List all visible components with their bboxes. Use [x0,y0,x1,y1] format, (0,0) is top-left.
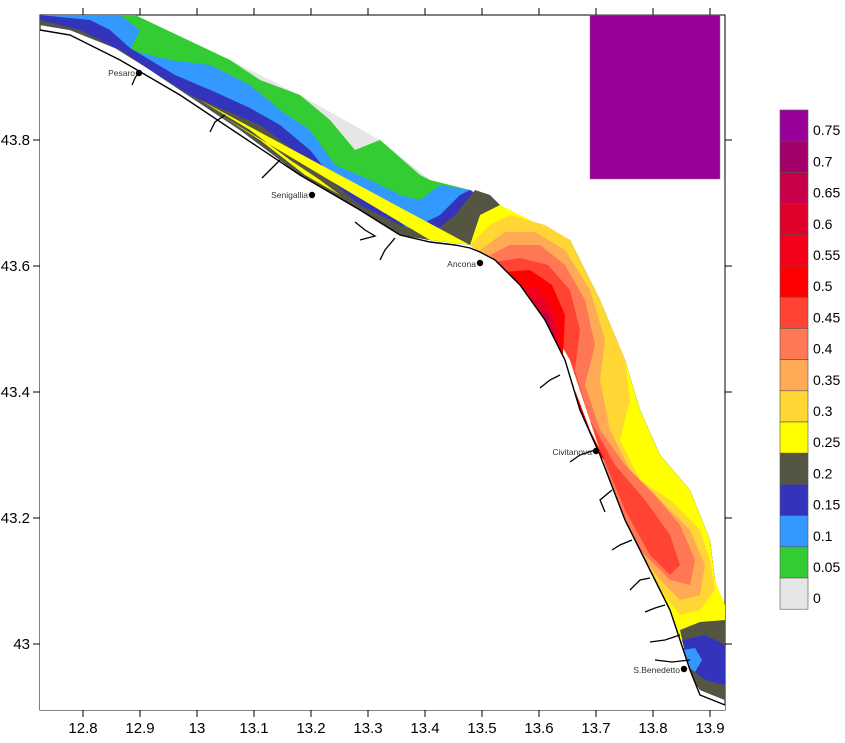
legend-label: 0.4 [813,341,833,357]
city-dot-pesaro [135,69,143,77]
city-label-sbenedetto: S.Benedetto [633,665,680,675]
city-label-pesaro: Pesaro [108,68,135,78]
legend-swatch [779,452,809,485]
legend-label: 0 [813,590,821,606]
band-south-blue [682,635,725,685]
y-tick-label: 43.4 [1,384,30,401]
legend-label: 0.6 [813,216,833,232]
legend-swatch [779,359,809,392]
y-tick-label: 43.2 [1,510,30,527]
city-label-ancona: Ancona [447,259,476,269]
city-markers: Pesaro Senigallia Ancona Civitanova S.Be… [108,68,688,675]
legend-label: 0.5 [813,278,833,294]
x-tick-label: 13.6 [524,720,553,737]
x-tick-label: 12.8 [68,720,97,737]
legend-label: 0.15 [813,497,840,513]
color-legend: 0.75 0.7 0.65 0.6 0.55 0.5 0.45 0.4 0.35 0.3 0.25 0… [779,109,840,610]
legend-label: 0.45 [813,309,840,325]
rivers [131,69,691,663]
legend-swatch [779,172,809,204]
city-dot-senigallia [308,191,316,199]
legend-swatch [779,328,809,360]
legend-swatch [779,421,809,454]
y-tick-label: 43.8 [1,132,30,149]
legend-label: 0.75 [813,122,840,138]
band-045 [495,258,680,575]
x-tick-label: 13 [189,720,206,737]
x-tick-label: 13.2 [296,720,325,737]
legend-label: 0.3 [813,403,833,419]
legend-swatch [779,109,809,142]
legend-swatch [779,265,809,298]
legend-swatch [779,234,809,267]
legend-label: 0.35 [813,372,840,388]
legend-label: 0.7 [813,153,833,169]
x-tick-label: 13.5 [467,720,496,737]
purple-block [589,14,721,180]
x-tick-label: 13.9 [695,720,724,737]
legend-label: 0.05 [813,559,840,575]
city-label-civitanova: Civitanova [552,447,592,457]
legend-swatch [779,140,809,173]
legend-swatch [779,203,809,236]
x-tick-label: 13.1 [239,720,268,737]
land-mask [40,30,725,710]
axis-ticks [33,8,732,717]
x-tick-label: 13.8 [638,720,667,737]
x-tick-label: 12.9 [125,720,154,737]
legend-label: 0.65 [813,185,840,201]
x-tick-label: 13.4 [410,720,439,737]
legend-swatch [779,515,809,548]
legend-label: 0.55 [813,247,840,263]
x-tick-label: 13.3 [353,720,382,737]
legend-label: 0.25 [813,434,840,450]
legend-swatch [779,296,809,329]
x-tick-labels: 12.8 12.9 13 13.1 13.2 13.3 13.4 13.5 13… [68,720,724,737]
band-05 [505,270,605,460]
x-tick-label: 13.7 [581,720,610,737]
city-label-senigallia: Senigallia [271,190,308,200]
legend-swatch [779,577,809,610]
city-dot-sbenedetto [680,665,688,673]
city-dot-civitanova [592,447,600,455]
city-dot-ancona [476,259,484,267]
legend-swatch [779,546,809,579]
coastline [39,29,726,706]
legend-label: 0.2 [813,465,833,481]
legend-swatch [779,484,809,516]
legend-swatch [779,390,809,423]
y-tick-labels: 43.8 43.6 43.4 43.2 43 [1,132,30,653]
y-tick-label: 43 [13,636,30,653]
y-tick-label: 43.6 [1,258,30,275]
legend-label: 0.1 [813,528,833,544]
